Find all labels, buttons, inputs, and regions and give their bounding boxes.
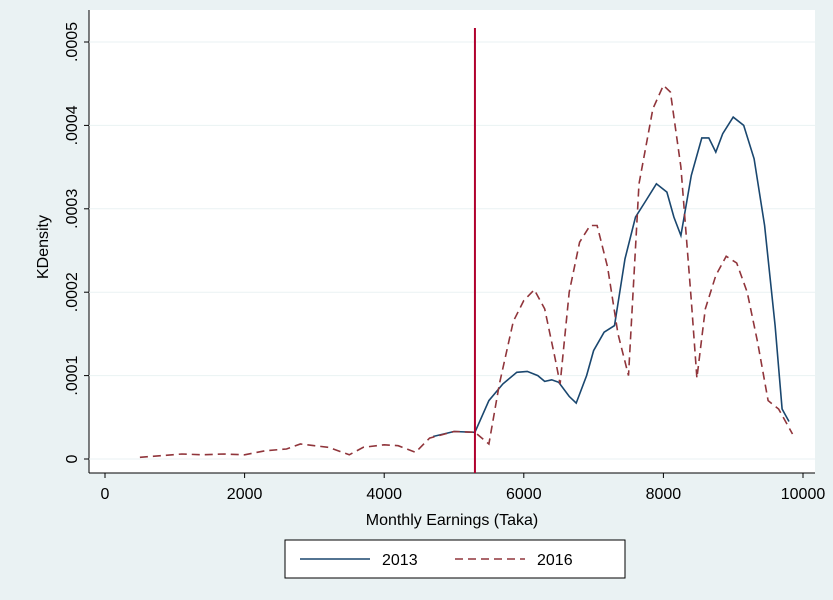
line-series: [139, 84, 794, 459]
y-tick-label: .0005: [64, 22, 81, 62]
legend-label: 2013: [382, 552, 418, 569]
x-tick-label: 6000: [506, 486, 542, 503]
y-tick-label: .0003: [64, 189, 81, 229]
x-axis-title: Monthly Earnings (Taka): [366, 512, 539, 529]
y-tick-label: .0001: [64, 355, 81, 395]
y-tick-label: .0002: [64, 272, 81, 312]
y-tick-label: 0: [64, 454, 81, 463]
line-series: [432, 115, 790, 438]
x-tick-label: 10000: [781, 486, 826, 503]
y-axis-title: KDensity: [35, 215, 52, 279]
y-tick-label: .0004: [64, 105, 81, 145]
x-tick-label: 0: [101, 486, 110, 503]
x-tick-label: 8000: [646, 486, 682, 503]
x-tick-label: 2000: [227, 486, 263, 503]
legend-label: 2016: [537, 552, 573, 569]
plot-area: [89, 10, 815, 473]
x-tick-label: 4000: [366, 486, 402, 503]
